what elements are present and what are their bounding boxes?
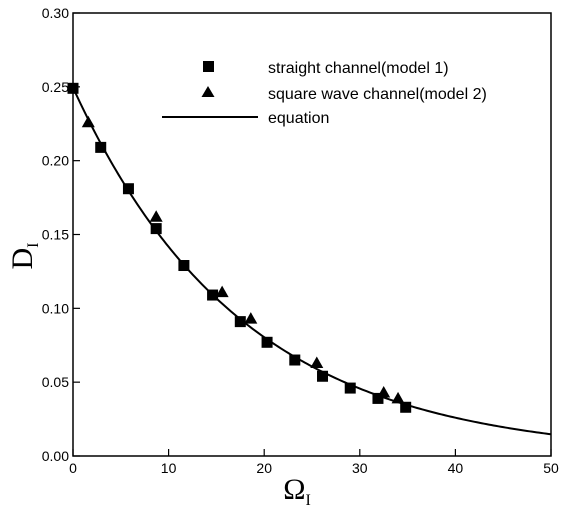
x-tick-label: 0 — [69, 460, 77, 476]
plot-frame — [72, 12, 552, 457]
data-point-model-2 — [377, 386, 391, 398]
y-axis-label-main: D — [6, 248, 39, 270]
data-point-model-2 — [149, 210, 163, 222]
legend-label-equation: equation — [268, 110, 329, 127]
data-point-model-1 — [122, 183, 134, 195]
data-point-model-1 — [234, 316, 246, 328]
axis-ticks: 0 10 20 30 40 50 0.00 0.05 0.10 0.15 0.20 0.25 0.30 — [42, 5, 559, 476]
data-point-model-2 — [244, 312, 258, 324]
y-tick-label: 0.00 — [42, 448, 69, 464]
y-tick-label: 0.15 — [42, 227, 69, 243]
data-point-model-1 — [178, 260, 190, 272]
data-point-model-1 — [207, 289, 219, 301]
data-point-model-2 — [81, 115, 95, 128]
y-tick-label: 0.05 — [42, 374, 69, 390]
legend-label-model-2: square wave channel(model 2) — [268, 86, 487, 103]
legend-marker-square — [203, 61, 214, 72]
legend-label-model-1: straight channel(model 1) — [268, 60, 449, 77]
x-axis-label: ΩI — [283, 473, 311, 508]
x-tick-label: 30 — [352, 460, 368, 476]
y-tick-label: 0.20 — [42, 153, 69, 169]
y-tick-label: 0.10 — [42, 300, 69, 316]
data-point-model-1 — [317, 370, 329, 382]
x-tick-label: 10 — [161, 460, 177, 476]
data-point-model-1 — [95, 141, 107, 153]
y-tick-label: 0.25 — [42, 79, 69, 95]
data-point-model-1 — [150, 223, 162, 235]
x-axis-label-sub: I — [305, 492, 310, 508]
y-tick-label: 0.30 — [42, 5, 69, 21]
data-point-model-2 — [215, 285, 229, 298]
x-tick-label: 20 — [256, 460, 272, 476]
y-axis-label: DI — [6, 243, 42, 270]
legend: straight channel(model 1) square wave ch… — [162, 60, 487, 127]
data-point-model-1 — [289, 354, 301, 366]
data-point-model-2 — [310, 356, 324, 368]
legend-marker-triangle — [201, 86, 215, 97]
equation-curve — [72, 87, 552, 436]
data-point-model-1 — [344, 382, 356, 394]
data-point-model-1 — [400, 401, 412, 413]
x-tick-label: 50 — [543, 460, 559, 476]
data-point-model-2 — [391, 391, 405, 404]
y-axis-label-sub: I — [25, 243, 42, 248]
data-point-model-1 — [261, 336, 273, 348]
x-axis-label-main: Ω — [283, 473, 305, 506]
data-point-model-1 — [372, 392, 384, 404]
x-tick-label: 40 — [448, 460, 464, 476]
data-points — [67, 82, 412, 413]
